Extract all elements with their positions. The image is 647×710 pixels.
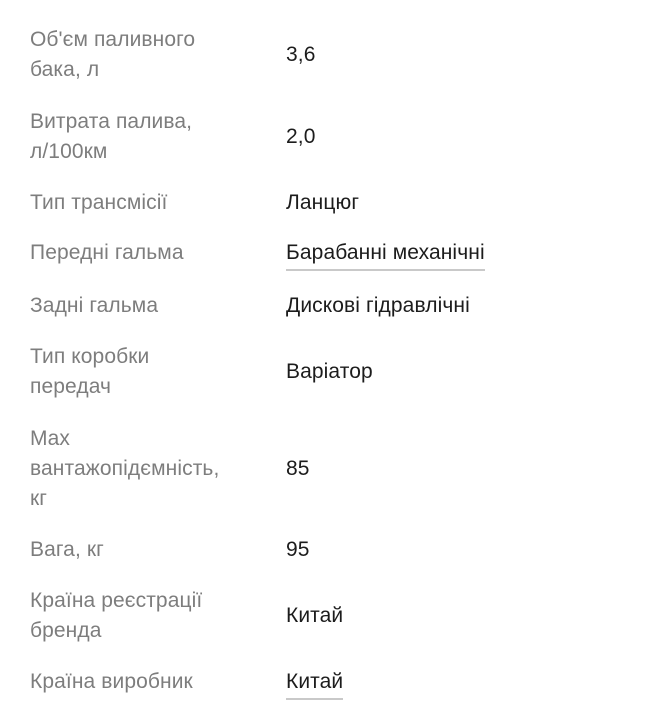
spec-value-cell: Китай [286,586,647,646]
spec-value-link[interactable]: Китай [286,667,344,700]
spec-label: Задні гальма [30,294,159,317]
spec-value-cell: 3,6 [286,25,647,85]
spec-value: 85 [286,457,310,480]
spec-value: 3,6 [286,43,316,66]
spec-value: Дискові гідравлічні [286,294,470,317]
spec-label: Max вантажопідємність, кг [30,427,220,510]
spec-value-cell: 85 [286,424,647,514]
spec-label: Об'єм паливного бака, л [30,28,196,81]
spec-value-cell: 95 [286,535,647,565]
spec-value: Ланцюг [286,191,360,214]
spec-row: Тип трансмісії Ланцюг [0,178,647,228]
spec-value-cell: 2,0 [286,107,647,167]
spec-row: Об'єм паливного бака, л 3,6 [0,14,647,96]
spec-row: Задні гальма Дискові гідравлічні [0,281,647,331]
spec-row: Країна виробник Китай [0,657,647,710]
spec-label: Країна реєстрації бренда [30,589,203,642]
spec-value-cell: Дискові гідравлічні [286,291,647,321]
spec-row: Max вантажопідємність, кг 85 [0,413,647,525]
spec-label: Передні гальма [30,241,184,264]
spec-label: Країна виробник [30,670,193,693]
spec-row: Передні гальма Барабанні механічні [0,228,647,281]
spec-value: 95 [286,538,310,561]
spec-label: Витрата палива, л/100км [30,110,193,163]
spec-value-link[interactable]: Барабанні механічні [286,238,485,271]
spec-label: Тип трансмісії [30,191,168,214]
spec-row: Витрата палива, л/100км 2,0 [0,96,647,178]
spec-value: Варіатор [286,360,373,383]
spec-value-cell: Варіатор [286,342,647,402]
spec-value-cell: Барабанні механічні [286,238,647,271]
spec-row: Тип коробки передач Варіатор [0,331,647,413]
spec-label: Вага, кг [30,538,104,561]
spec-value: Китай [286,604,344,627]
spec-row: Вага, кг 95 [0,525,647,575]
spec-row: Країна реєстрації бренда Китай [0,575,647,657]
spec-value: 2,0 [286,125,316,148]
spec-label: Тип коробки передач [30,345,150,398]
spec-value-cell: Ланцюг [286,188,647,218]
spec-value-cell: Китай [286,667,647,700]
